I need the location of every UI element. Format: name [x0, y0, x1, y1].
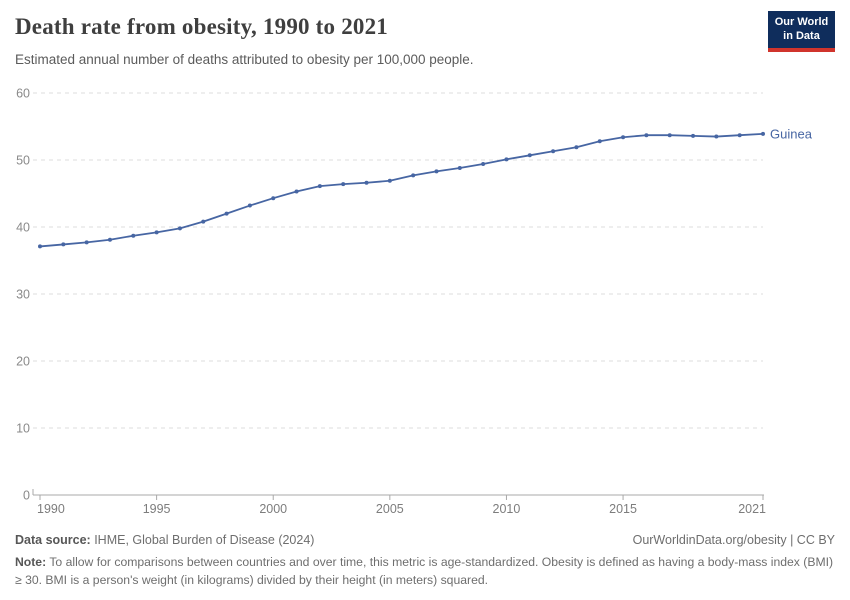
data-point[interactable] [457, 166, 462, 171]
owid-logo[interactable]: Our World in Data [768, 11, 835, 52]
data-point[interactable] [38, 244, 42, 249]
footnote-value: To allow for comparisons between countri… [15, 555, 834, 587]
owid-logo-red-bar [768, 47, 835, 52]
data-point[interactable] [387, 178, 392, 183]
data-point[interactable] [714, 134, 719, 139]
y-tick-label: 40 [16, 221, 30, 235]
footnote-label: Note: [15, 555, 47, 569]
data-point[interactable] [551, 149, 556, 154]
page-title: Death rate from obesity, 1990 to 2021 [15, 14, 388, 39]
data-point[interactable] [481, 162, 486, 167]
x-tick-label: 2005 [376, 502, 404, 516]
data-point[interactable] [621, 135, 626, 140]
owid-logo-text: Our World in Data [768, 11, 835, 48]
data-point[interactable] [504, 157, 509, 162]
x-tick-label: 2000 [259, 502, 287, 516]
data-point[interactable] [224, 211, 229, 216]
data-point[interactable] [201, 219, 206, 224]
y-tick-label: 20 [16, 355, 30, 369]
data-point[interactable] [644, 133, 649, 138]
data-point[interactable] [84, 240, 89, 245]
y-tick-label: 0 [23, 489, 30, 503]
y-tick-label: 30 [16, 288, 30, 302]
chart-subtitle: Estimated annual number of deaths attrib… [15, 52, 474, 67]
y-tick-label: 10 [16, 422, 30, 436]
x-tick-label: 1995 [143, 502, 171, 516]
data-point[interactable] [574, 145, 579, 150]
owid-logo-line2: in Data [783, 29, 820, 42]
data-point[interactable] [737, 133, 742, 138]
trend-line[interactable] [39, 132, 764, 248]
data-point[interactable] [107, 237, 112, 242]
data-point[interactable] [527, 153, 532, 158]
x-tick-label: 2015 [609, 502, 637, 516]
data-point[interactable] [154, 230, 159, 235]
footnote: Note: To allow for comparisons between c… [15, 554, 835, 589]
data-point[interactable] [434, 169, 439, 174]
license-link[interactable]: OurWorldinData.org/obesity | CC BY [632, 533, 835, 547]
data-point[interactable] [691, 133, 696, 138]
data-point[interactable] [271, 196, 276, 201]
data-point[interactable] [177, 226, 182, 231]
data-point[interactable] [411, 173, 416, 178]
y-tick-label: 50 [16, 154, 30, 168]
owid-logo-line1: Our World [774, 16, 829, 28]
data-source-value: IHME, Global Burden of Disease (2024) [90, 533, 315, 547]
y-tick-label: 60 [16, 87, 30, 101]
chart-footer: Data source: IHME, Global Burden of Dise… [15, 533, 835, 589]
data-point[interactable] [341, 182, 346, 187]
data-point[interactable] [131, 233, 136, 238]
source-row: Data source: IHME, Global Burden of Dise… [15, 533, 835, 547]
data-point[interactable] [317, 184, 322, 189]
data-point[interactable] [761, 131, 765, 136]
x-tick-label: 1990 [37, 502, 65, 516]
data-point[interactable] [61, 242, 66, 247]
data-point[interactable] [667, 133, 672, 138]
data-point[interactable] [247, 203, 252, 208]
series-end-label[interactable]: Guinea [770, 126, 813, 141]
data-point[interactable] [294, 189, 299, 194]
data-point[interactable] [364, 180, 369, 185]
x-tick-label: 2021 [738, 502, 766, 516]
data-point[interactable] [597, 139, 602, 144]
x-tick-label: 2010 [493, 502, 521, 516]
data-source: Data source: IHME, Global Burden of Dise… [15, 533, 314, 547]
data-source-label: Data source: [15, 533, 91, 547]
